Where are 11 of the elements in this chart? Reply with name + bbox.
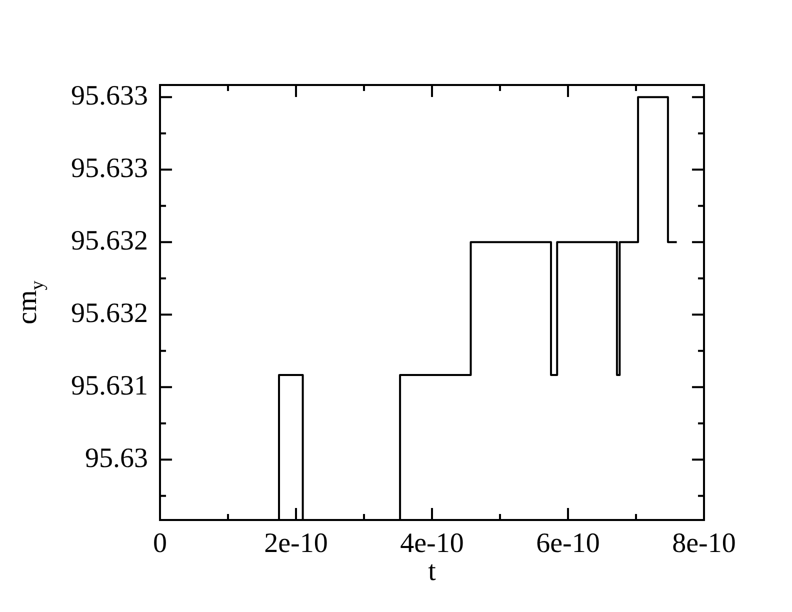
- x-tick-label: 6e-10: [536, 528, 600, 560]
- y-axis-title: cmy: [12, 280, 48, 324]
- x-tick-label: 0: [153, 528, 167, 560]
- y-tick-label: 95.633: [71, 80, 148, 112]
- x-tick-label: 2e-10: [264, 528, 328, 560]
- y-tick-label: 95.633: [71, 152, 148, 184]
- y-tick-label: 95.631: [71, 370, 148, 402]
- x-tick-label: 8e-10: [672, 528, 736, 560]
- y-tick-label: 95.63: [85, 442, 148, 474]
- y-tick-label: 95.632: [71, 298, 148, 329]
- y-tick-label: 95.632: [71, 225, 148, 256]
